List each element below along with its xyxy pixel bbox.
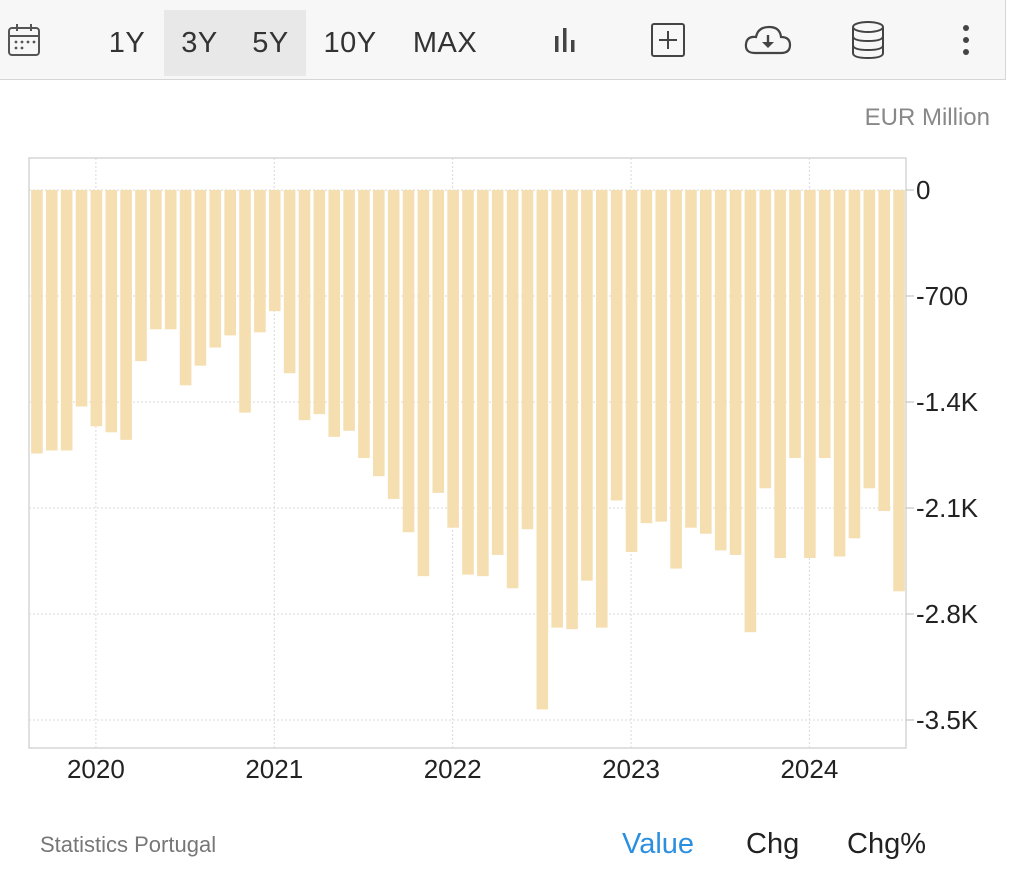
cloud-download-icon[interactable]	[742, 0, 794, 80]
bar[interactable]	[75, 190, 88, 407]
bar[interactable]	[551, 190, 563, 628]
bar[interactable]	[818, 190, 831, 459]
bar[interactable]	[625, 190, 638, 552]
bar[interactable]	[224, 190, 236, 336]
bar[interactable]	[60, 190, 73, 451]
bar[interactable]	[789, 190, 801, 459]
bar[interactable]	[402, 190, 415, 533]
bar[interactable]	[729, 190, 742, 555]
bar[interactable]	[358, 190, 370, 459]
bar-chart-icon[interactable]	[545, 0, 585, 80]
add-box-icon[interactable]	[648, 0, 688, 80]
source-label: Statistics Portugal	[40, 832, 217, 857]
bar[interactable]	[833, 190, 846, 557]
range-max-button[interactable]: MAX	[412, 26, 478, 59]
y-tick-label: -2.1K	[916, 493, 979, 523]
bar[interactable]	[759, 190, 772, 489]
chart-footer: Statistics Portugal Value Chg Chg%	[0, 820, 1010, 876]
chart-toolbar: 1Y 3Y 5Y 10Y MAX	[0, 0, 1006, 80]
range-10y-button[interactable]: 10Y	[323, 26, 377, 59]
bar[interactable]	[536, 190, 549, 710]
database-icon[interactable]	[848, 0, 888, 80]
bar[interactable]	[283, 190, 296, 374]
bar[interactable]	[417, 190, 430, 577]
bar[interactable]	[893, 190, 905, 592]
bar[interactable]	[566, 190, 578, 630]
bar[interactable]	[878, 190, 890, 512]
bar[interactable]	[105, 190, 118, 433]
bar-chart: 2020 2021 2022 2023 2024 0 -700 -1.4K -2.1K -2.8K…	[28, 157, 979, 784]
x-tick-label: 2022	[424, 754, 482, 784]
bar[interactable]	[373, 190, 385, 477]
x-tick-label: 2024	[780, 754, 838, 784]
bar[interactable]	[343, 190, 355, 431]
bar[interactable]	[298, 190, 311, 421]
plot-frame	[28, 157, 907, 749]
bar[interactable]	[506, 190, 519, 589]
bar[interactable]	[150, 190, 162, 330]
bar[interactable]	[328, 190, 341, 437]
bar[interactable]	[209, 190, 222, 348]
bar[interactable]	[90, 190, 103, 427]
bar[interactable]	[700, 190, 712, 534]
value-tab[interactable]: Value	[622, 828, 695, 860]
x-tick-label: 2020	[67, 754, 125, 784]
bar[interactable]	[447, 190, 459, 528]
bar[interactable]	[521, 190, 534, 530]
y-tick-label: 0	[916, 175, 930, 205]
bar[interactable]	[268, 190, 281, 312]
unit-label: EUR Million	[864, 104, 990, 131]
range-1y-button[interactable]: 1Y	[108, 26, 146, 59]
bar[interactable]	[848, 190, 861, 539]
bar[interactable]	[655, 190, 668, 522]
bar[interactable]	[774, 190, 786, 558]
bar[interactable]	[670, 190, 682, 569]
range-3y-button[interactable]: 3Y	[164, 10, 235, 76]
chg-tab[interactable]: Chg	[746, 828, 800, 860]
bar[interactable]	[863, 190, 876, 489]
bar[interactable]	[164, 190, 177, 330]
bar[interactable]	[194, 190, 207, 366]
bar[interactable]	[432, 190, 445, 493]
calendar-icon[interactable]	[4, 0, 44, 80]
bar[interactable]	[491, 190, 504, 555]
x-tick-label: 2023	[602, 754, 660, 784]
bar[interactable]	[610, 190, 623, 501]
bar[interactable]	[254, 190, 266, 333]
range-5y-button[interactable]: 5Y	[235, 10, 306, 76]
bar[interactable]	[46, 190, 58, 451]
bar[interactable]	[685, 190, 697, 528]
chg-percent-tab[interactable]: Chg%	[847, 828, 926, 860]
x-tick-label: 2021	[245, 754, 303, 784]
y-tick-label: -2.8K	[916, 599, 979, 629]
bar[interactable]	[640, 190, 653, 524]
bar[interactable]	[744, 190, 757, 633]
more-vertical-icon[interactable]	[950, 0, 982, 80]
bar[interactable]	[477, 190, 489, 577]
bar[interactable]	[462, 190, 474, 575]
bar[interactable]	[595, 190, 608, 628]
bar[interactable]	[179, 190, 192, 386]
y-tick-label: -700	[916, 281, 968, 311]
y-tick-label: -1.4K	[916, 387, 979, 417]
bar[interactable]	[120, 190, 132, 440]
bar[interactable]	[239, 190, 251, 413]
bar[interactable]	[387, 190, 400, 499]
bar[interactable]	[714, 190, 727, 551]
bar[interactable]	[135, 190, 147, 362]
bar[interactable]	[581, 190, 593, 581]
bar[interactable]	[313, 190, 326, 415]
bar[interactable]	[31, 190, 43, 454]
bar[interactable]	[804, 190, 816, 558]
y-tick-label: -3.5K	[916, 705, 979, 735]
